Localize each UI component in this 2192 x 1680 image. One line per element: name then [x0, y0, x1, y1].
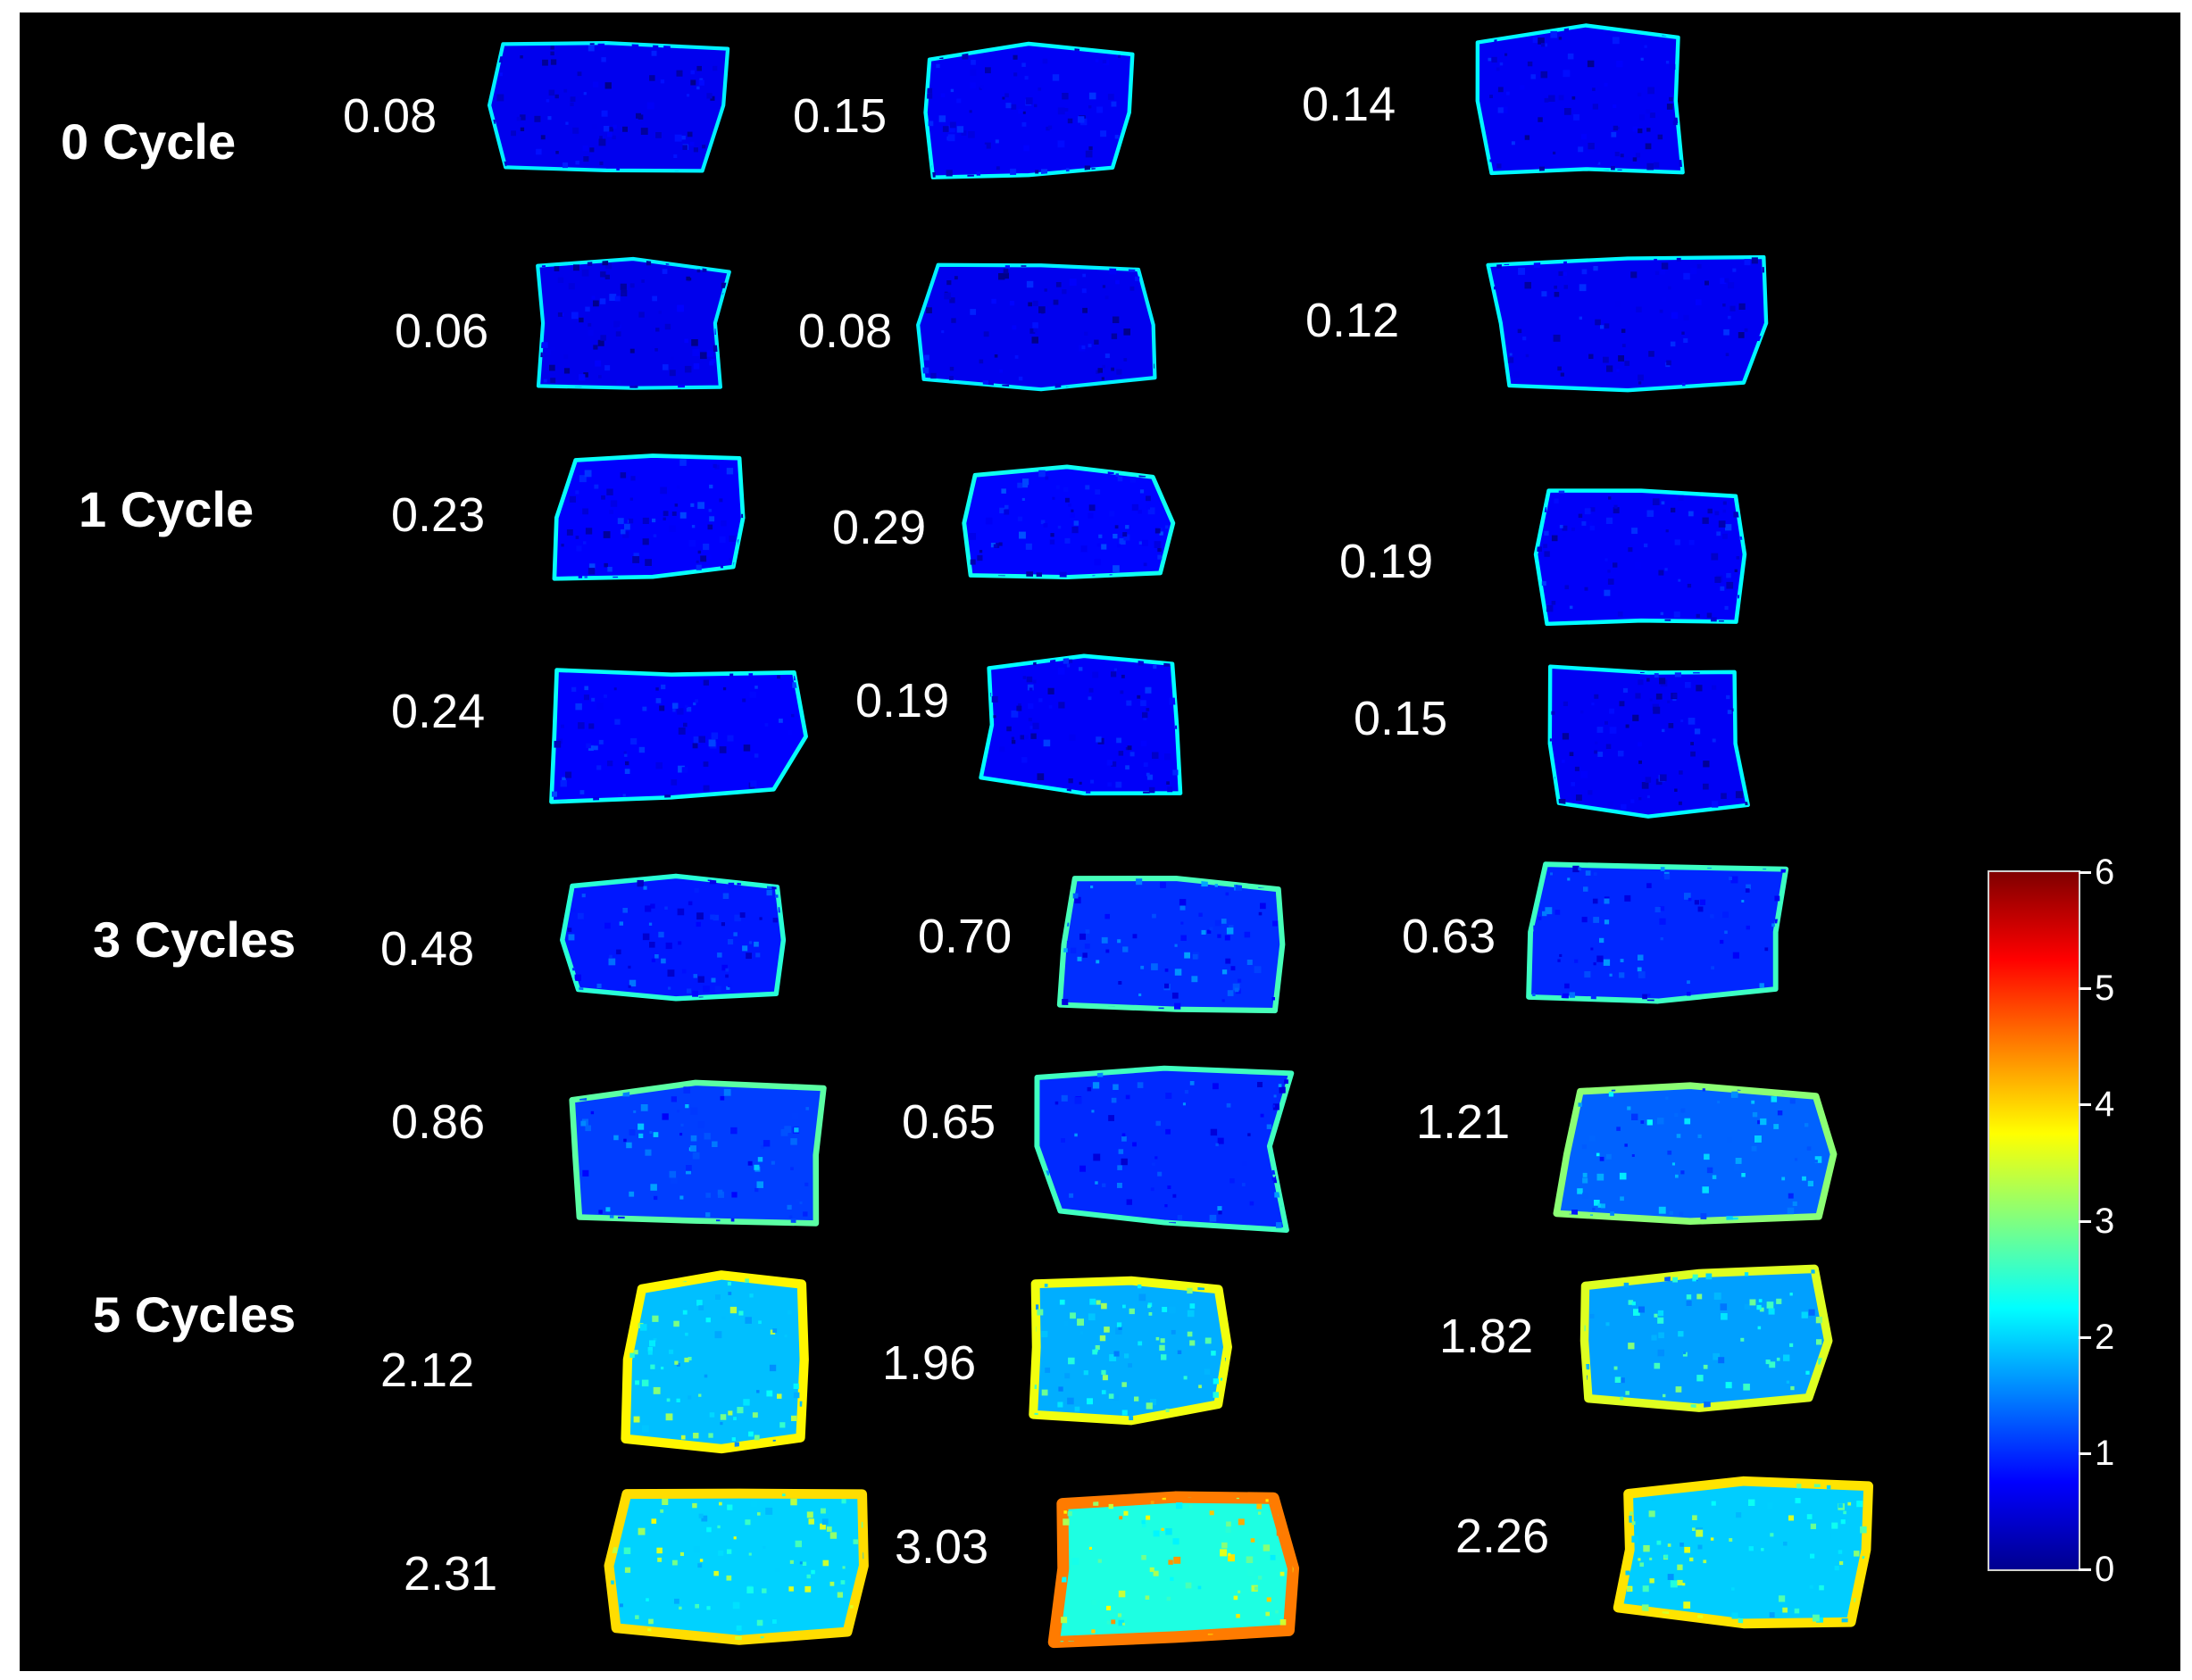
sample-strain-map [1056, 875, 1286, 1014]
sample-value-label: 0.48 [380, 922, 475, 976]
sample-value-label: 0.24 [391, 685, 486, 738]
sample-strain-map [1047, 1491, 1300, 1649]
sample-value-label: 0.63 [1402, 910, 1496, 963]
group-label-0-cycle: 0 Cycle [61, 113, 237, 170]
group-label-1-cycle: 1 Cycle [79, 481, 254, 537]
sample-value-label: 0.19 [1339, 535, 1434, 588]
sample-strain-map [536, 256, 731, 390]
sample-strain-map [569, 1079, 827, 1227]
sample-value-label: 1.82 [1439, 1310, 1534, 1363]
sample-value-label: 1.21 [1416, 1095, 1511, 1149]
sample-value-label: 0.08 [343, 89, 438, 143]
colorbar [1988, 870, 2080, 1571]
sample-value-label: 0.15 [1354, 692, 1448, 745]
colorbar-tick-mark [2079, 1103, 2091, 1107]
sample-strain-map [1034, 1065, 1295, 1233]
sample-strain-map [923, 41, 1135, 179]
sample-value-label: 2.31 [404, 1547, 498, 1601]
sample-strain-map [979, 653, 1183, 796]
sample-strain-map [1547, 664, 1750, 819]
colorbar-tick-mark [2079, 871, 2091, 874]
colorbar-tick-mark [2079, 1219, 2091, 1223]
sample-strain-map [560, 873, 787, 1002]
sample-strain-map [1533, 488, 1747, 627]
sample-strain-map [1553, 1082, 1838, 1226]
sample-value-label: 0.23 [391, 488, 486, 542]
sample-strain-map [1526, 861, 1789, 1004]
sample-strain-map [552, 453, 746, 581]
sample-value-label: 1.96 [882, 1336, 977, 1390]
sample-value-label: 0.70 [918, 910, 1013, 963]
sample-strain-map [1475, 23, 1685, 176]
sample-strain-map [1486, 254, 1769, 393]
sample-strain-map [549, 668, 808, 804]
sample-value-label: 0.15 [793, 89, 888, 143]
colorbar-tick-label: 2 [2095, 1317, 2115, 1357]
sample-value-label: 0.86 [391, 1095, 486, 1149]
colorbar-tick-label: 6 [2095, 852, 2115, 892]
sample-value-label: 3.03 [895, 1520, 989, 1574]
sample-value-label: 0.06 [395, 304, 489, 358]
sample-strain-map [604, 1488, 869, 1645]
sample-value-label: 0.12 [1305, 294, 1400, 347]
sample-strain-map [1613, 1476, 1873, 1629]
colorbar-tick-mark [2079, 1451, 2091, 1455]
sample-value-label: 0.08 [798, 304, 893, 358]
colorbar-tick-mark [2079, 1335, 2091, 1339]
colorbar-tick-mark [2079, 1568, 2091, 1571]
colorbar-tick-label: 3 [2095, 1201, 2115, 1241]
sample-strain-map [962, 464, 1176, 580]
sample-value-label: 0.19 [855, 674, 950, 728]
sample-strain-map [916, 262, 1157, 392]
colorbar-tick-label: 1 [2095, 1433, 2115, 1473]
sample-strain-map [487, 40, 730, 173]
sample-strain-map [621, 1270, 809, 1454]
colorbar-tick-label: 0 [2095, 1550, 2115, 1589]
group-label-5-cycles: 5 Cycles [93, 1286, 296, 1343]
colorbar-tick-mark [2079, 987, 2091, 991]
sample-value-label: 2.12 [380, 1343, 475, 1397]
colorbar-tick-label: 4 [2095, 1085, 2115, 1125]
sample-value-label: 0.14 [1302, 78, 1396, 131]
sample-value-label: 2.26 [1455, 1510, 1550, 1563]
figure-panel: 0 Cycle 1 Cycle 3 Cycles 5 Cycles 6 5 4 3 2 1… [20, 12, 2180, 1671]
sample-strain-map [1029, 1276, 1232, 1426]
sample-value-label: 0.29 [832, 501, 927, 554]
colorbar-tick-label: 5 [2095, 969, 2115, 1009]
sample-value-label: 0.65 [902, 1095, 996, 1149]
group-label-3-cycles: 3 Cycles [93, 911, 296, 968]
sample-strain-map [1579, 1264, 1833, 1412]
